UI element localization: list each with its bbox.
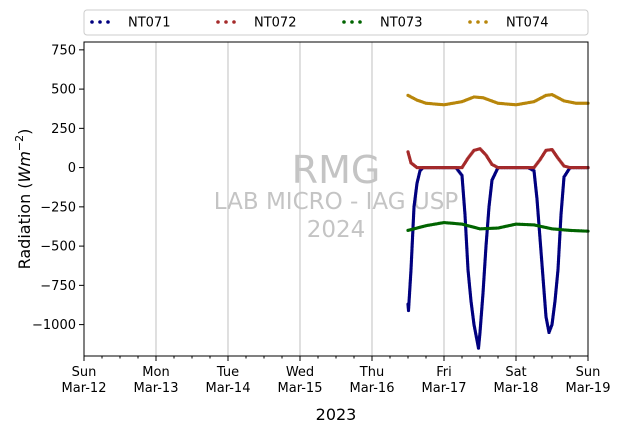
x-axis-title: 2023 xyxy=(316,405,357,424)
watermark-line-3: 2024 xyxy=(307,217,366,243)
y-tick-label: −500 xyxy=(40,240,76,255)
series-nt074 xyxy=(406,92,590,107)
y-tick-label: −250 xyxy=(40,200,76,215)
y-axis-title-unit: Wm xyxy=(15,151,34,182)
y-tick-label: −1000 xyxy=(32,318,76,333)
legend-marker xyxy=(476,20,480,24)
legend-label: NT072 xyxy=(254,16,296,31)
x-tick-label-date: Mar-18 xyxy=(494,381,539,396)
x-tick-label-day: Mon xyxy=(142,365,169,380)
legend-marker xyxy=(358,20,362,24)
x-tick-label-date: Mar-16 xyxy=(350,381,395,396)
x-tick-label-day: Fri xyxy=(436,365,452,380)
watermark: RMG LAB MICRO - IAG USP 2024 xyxy=(214,148,459,243)
legend-marker xyxy=(232,20,236,24)
series-nt073 xyxy=(406,220,590,233)
x-tick-label-date: Mar-12 xyxy=(62,381,107,396)
x-tick-label-day: Sat xyxy=(505,365,526,380)
legend-marker xyxy=(216,20,220,24)
y-axis-title-close: ) xyxy=(15,129,34,135)
legend-marker xyxy=(106,20,110,24)
legend-item-nt072: NT072 xyxy=(216,16,296,31)
legend-item-nt074: NT074 xyxy=(468,16,548,31)
legend: NT071 NT072 NT073 NT074 xyxy=(83,9,589,36)
y-tick-label: −750 xyxy=(40,279,76,294)
legend-label: NT073 xyxy=(380,16,422,31)
x-tick-label-date: Mar-19 xyxy=(566,381,611,396)
watermark-line-1: RMG xyxy=(292,148,381,192)
y-tick-label: 250 xyxy=(51,122,76,137)
legend-marker xyxy=(468,20,472,24)
x-tick-label-day: Sun xyxy=(576,365,601,380)
y-tick-label: 750 xyxy=(51,43,76,58)
legend-marker xyxy=(90,20,94,24)
legend-marker xyxy=(350,20,354,24)
series-layer xyxy=(406,92,590,350)
legend-label: NT074 xyxy=(506,16,548,31)
x-tick-label-date: Mar-15 xyxy=(278,381,323,396)
x-tick-label-date: Mar-14 xyxy=(206,381,251,396)
legend-item-nt071: NT071 xyxy=(90,16,170,31)
x-axis: SunMar-12MonMar-13TueMar-14WedMar-15ThuM… xyxy=(62,356,611,396)
legend-marker xyxy=(224,20,228,24)
watermark-line-2: LAB MICRO - IAG USP xyxy=(214,189,459,215)
legend-item-nt073: NT073 xyxy=(342,16,422,31)
legend-marker xyxy=(98,20,102,24)
y-axis-title: Radiation (Wm−2) xyxy=(13,129,34,270)
y-tick-label: 500 xyxy=(51,83,76,98)
x-tick-label-day: Sun xyxy=(72,365,97,380)
x-tick-label-date: Mar-17 xyxy=(422,381,467,396)
x-tick-label-date: Mar-13 xyxy=(134,381,179,396)
x-tick-label-day: Tue xyxy=(216,365,239,380)
grid-lines xyxy=(155,42,517,356)
legend-marker xyxy=(484,20,488,24)
y-tick-label: 0 xyxy=(68,161,76,176)
legend-box xyxy=(83,9,589,36)
legend-label: NT071 xyxy=(128,16,170,31)
plot-area xyxy=(84,42,588,356)
series-nt071 xyxy=(406,166,590,350)
y-axis-title-main: Radiation ( xyxy=(15,182,34,269)
x-tick-label-day: Thu xyxy=(359,365,384,380)
y-axis-title-exp: −2 xyxy=(13,135,26,151)
y-axis: 750 500 250 0 −250 −500 −750 −1000 xyxy=(32,43,84,333)
legend-marker xyxy=(342,20,346,24)
series-nt072 xyxy=(406,147,590,170)
x-tick-label-day: Wed xyxy=(286,365,314,380)
